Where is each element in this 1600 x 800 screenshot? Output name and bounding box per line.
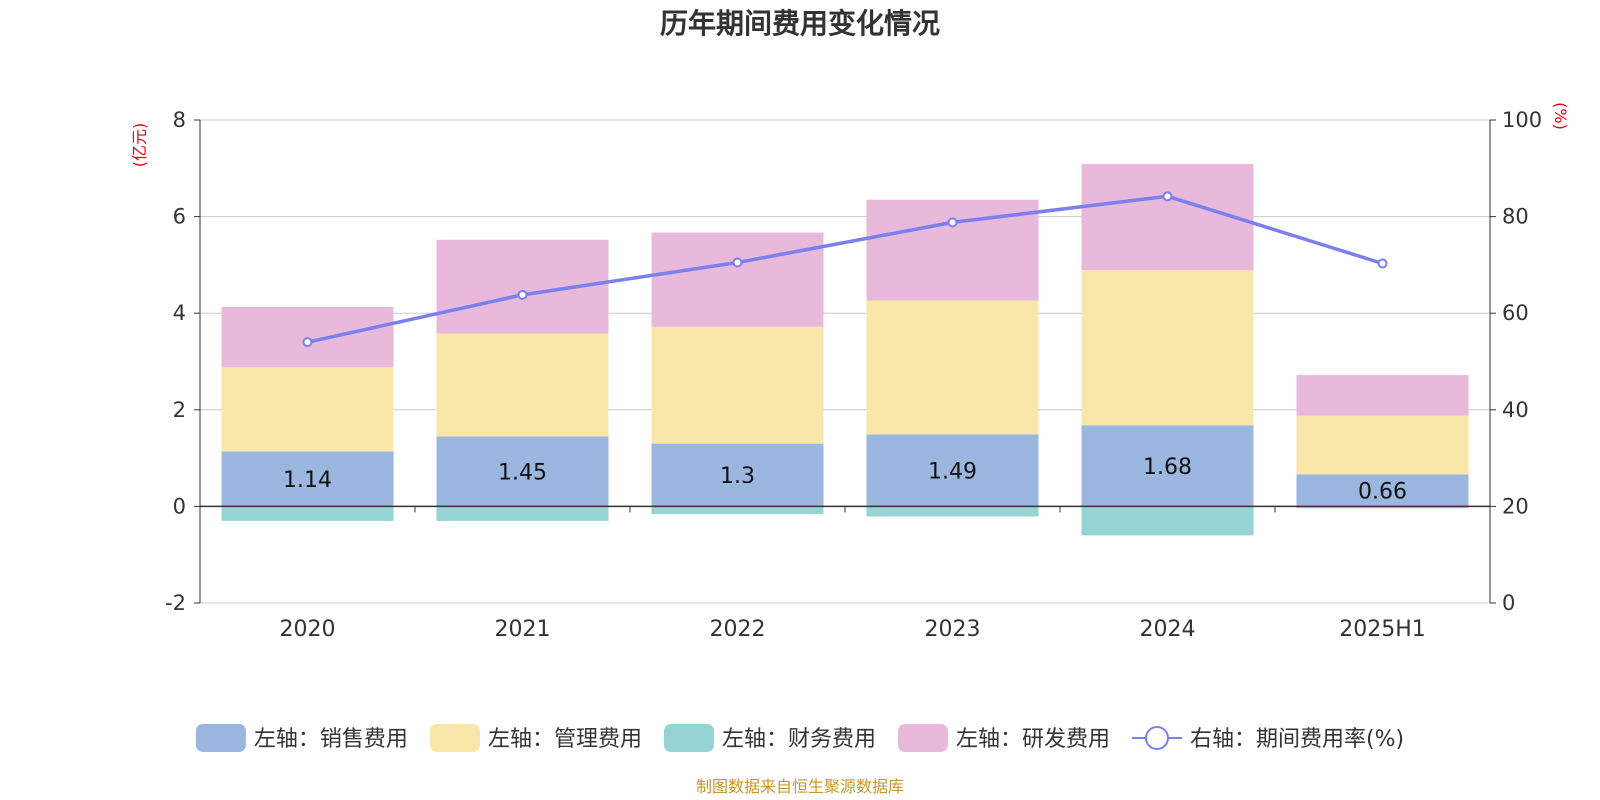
legend-item[interactable]: 右轴：期间费用率(%): [1131, 726, 1404, 752]
legend[interactable]: 左轴：销售费用 左轴：管理费用 左轴：财务费用 左轴：研发费用 右轴：期间费用率(%): [195, 724, 1404, 752]
bar-segment: [651, 443, 824, 507]
right-tick-label: 100: [1502, 108, 1542, 132]
bar-segment: [1081, 506, 1254, 536]
legend-item[interactable]: 左轴：财务费用: [663, 724, 876, 752]
bar-segment: [436, 333, 609, 437]
rate-line-series: [302, 191, 1388, 348]
legend-label: 左轴：销售费用: [254, 727, 408, 752]
legend-swatch: [195, 724, 246, 752]
right-tick-label: 40: [1502, 398, 1529, 422]
data-source-note: 制图数据来自恒生聚源数据库: [696, 777, 904, 796]
bar-series: [221, 163, 1469, 536]
legend-item[interactable]: 左轴：管理费用: [429, 724, 642, 752]
left-axis-unit: (亿元): [130, 123, 149, 168]
x-category-label: 2025H1: [1339, 617, 1426, 642]
bar-segment: [221, 306, 394, 368]
bar-data-label: 1.68: [1143, 455, 1192, 480]
left-tick-label: 8: [173, 108, 186, 132]
x-category-label: 2021: [495, 617, 551, 642]
bar-segment: [651, 506, 824, 515]
data-labels: 1.14 1.45 1.3 1.49 1.68 0.66: [283, 455, 1407, 505]
bar-segment: [1296, 474, 1469, 507]
bar-segment: [651, 232, 824, 327]
bar-segment: [651, 326, 824, 444]
right-tick-label: 0: [1502, 591, 1515, 615]
left-tick-label: 6: [173, 205, 186, 229]
bar-data-label: 1.3: [720, 464, 755, 489]
bar-segment: [866, 300, 1039, 435]
bar-data-label: 1.45: [498, 460, 547, 485]
bar-segment: [1081, 163, 1254, 271]
bar-data-label: 1.14: [283, 468, 332, 493]
rate-point: [302, 337, 313, 348]
legend-label: 左轴：管理费用: [488, 727, 642, 752]
rate-point: [1377, 258, 1388, 269]
rate-point: [732, 257, 743, 268]
legend-item[interactable]: 左轴：销售费用: [195, 724, 408, 752]
bar-segment: [1296, 506, 1469, 509]
grid-lines: [200, 119, 1490, 604]
bar-data-label: 1.49: [928, 459, 977, 484]
bar-segment: [1081, 425, 1254, 507]
bar-segment: [436, 436, 609, 507]
legend-swatch: [897, 724, 948, 752]
bar-data-label: 0.66: [1358, 479, 1407, 504]
right-tick-label: 60: [1502, 301, 1529, 325]
left-tick-label: 4: [173, 301, 186, 325]
rate-line: [307, 194, 1384, 344]
legend-swatch-marker: [1144, 726, 1169, 750]
bar-segment: [1296, 415, 1469, 475]
bar-segment: [1296, 375, 1469, 416]
bar-segment: [221, 367, 394, 452]
left-tick-label: 2: [173, 398, 186, 422]
right-tick-label: 20: [1502, 494, 1529, 518]
bar-segment: [436, 506, 609, 521]
x-category-label: 2024: [1140, 617, 1196, 642]
left-tick-label: 0: [173, 494, 186, 518]
left-tick-label: -2: [165, 591, 186, 615]
right-axis-unit: (%): [1551, 102, 1570, 130]
bar-segment: [221, 451, 394, 507]
rate-point: [947, 217, 958, 228]
x-category-label: 2020: [280, 617, 336, 642]
rate-point: [1162, 191, 1173, 202]
bar-segment: [866, 506, 1039, 517]
chart-title: 历年期间费用变化情况: [660, 7, 940, 40]
rate-point: [517, 289, 528, 300]
right-tick-label: 80: [1502, 205, 1529, 229]
legend-swatch: [663, 724, 714, 752]
x-category-label: 2023: [925, 617, 981, 642]
x-category-label: 2022: [710, 617, 766, 642]
legend-swatch: [429, 724, 480, 752]
bar-segment: [866, 434, 1039, 507]
legend-label: 左轴：研发费用: [956, 727, 1110, 752]
bar-segment: [1081, 270, 1254, 426]
legend-item[interactable]: 左轴：研发费用: [897, 724, 1110, 752]
bar-segment: [221, 506, 394, 521]
legend-label: 右轴：期间费用率(%): [1190, 727, 1404, 752]
legend-label: 左轴：财务费用: [722, 727, 876, 752]
